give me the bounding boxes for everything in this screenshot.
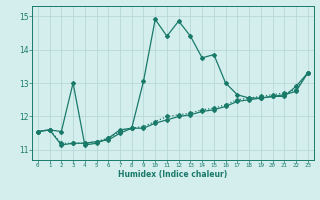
X-axis label: Humidex (Indice chaleur): Humidex (Indice chaleur) xyxy=(118,170,228,179)
